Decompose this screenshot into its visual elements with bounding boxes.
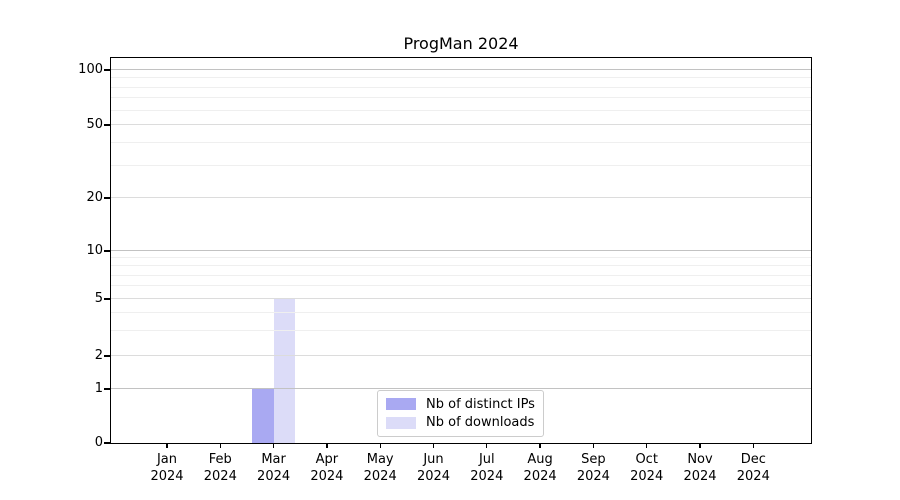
x-tick-year: 2024 xyxy=(416,469,451,484)
minor-gridline-4 xyxy=(111,311,811,313)
x-tick-year: 2024 xyxy=(523,469,557,484)
y-tick-label-50: 50 xyxy=(86,116,103,132)
major-gridline-5 xyxy=(111,298,811,300)
x-tick-month: Feb xyxy=(208,452,232,467)
x-tick-label-apr-2024: Apr 2024 xyxy=(310,451,343,485)
x-tick-month: Sep xyxy=(581,452,606,467)
x-tick-month: Oct xyxy=(635,452,658,467)
legend-swatch-distinct-ips xyxy=(386,398,416,411)
chart-title: ProgMan 2024 xyxy=(403,34,519,53)
minor-gridline-70 xyxy=(111,97,811,99)
x-tick-mark-mar xyxy=(272,443,275,448)
x-tick-year: 2024 xyxy=(150,469,184,484)
major-gridline-100 xyxy=(111,68,811,70)
x-tick-month: Jul xyxy=(478,452,495,467)
bars-layer xyxy=(111,58,811,443)
x-tick-month: Jan xyxy=(156,452,178,467)
x-tick-month: Dec xyxy=(740,452,766,467)
minor-gridline-7 xyxy=(111,274,811,276)
minor-gridline-8 xyxy=(111,265,811,267)
y-tick-mark-2 xyxy=(104,355,110,357)
x-tick-mark-dec xyxy=(752,443,754,448)
legend-item-downloads: Nb of downloads xyxy=(386,415,535,430)
x-tick-month: Apr xyxy=(315,452,339,467)
x-tick-label-jul-2024: Jul 2024 xyxy=(470,451,503,485)
y-tick-mark-100 xyxy=(104,69,110,71)
minor-gridline-60 xyxy=(111,109,811,111)
x-tick-mark-sep xyxy=(592,443,595,448)
x-tick-label-aug-2024: Aug 2024 xyxy=(524,451,557,485)
x-tick-mark-aug xyxy=(539,443,541,448)
gridlines-layer xyxy=(111,58,811,443)
x-tick-mark-oct xyxy=(646,443,648,448)
x-tick-month: Mar xyxy=(261,452,286,467)
x-tick-year: 2024 xyxy=(203,469,237,484)
y-tick-mark-0 xyxy=(104,442,110,444)
y-tick-mark-1 xyxy=(104,388,110,390)
x-tick-year: 2024 xyxy=(257,469,291,484)
x-tick-mark-jun xyxy=(432,443,435,448)
x-tick-mark-jul xyxy=(486,443,488,448)
plot-area xyxy=(111,58,811,443)
x-tick-label-may-2024: May 2024 xyxy=(364,451,397,485)
y-tick-label-5: 5 xyxy=(94,291,103,306)
major-gridline-10 xyxy=(111,249,811,251)
x-tick-label-jun-2024: Jun 2024 xyxy=(417,451,450,485)
bar-nb-of-downloads-mar-2024 xyxy=(273,299,295,443)
minor-gridline-90 xyxy=(111,77,811,79)
minor-gridline-9 xyxy=(111,257,811,259)
legend: Nb of distinct IPs Nb of downloads xyxy=(377,390,544,437)
y-tick-mark-50 xyxy=(104,124,110,126)
y-tick-label-100: 100 xyxy=(78,61,103,77)
minor-gridline-3 xyxy=(111,329,811,331)
x-tick-month: Jun xyxy=(423,452,444,467)
legend-swatch-downloads xyxy=(386,416,416,429)
minor-gridline-6 xyxy=(111,285,811,287)
x-tick-label-nov-2024: Nov 2024 xyxy=(683,451,716,485)
x-tick-label-mar-2024: Mar 2024 xyxy=(257,451,290,485)
x-tick-month: Nov xyxy=(687,452,713,467)
y-tick-mark-5 xyxy=(104,298,110,300)
x-tick-label-oct-2024: Oct 2024 xyxy=(630,451,663,485)
x-tick-mark-feb xyxy=(219,443,221,448)
minor-gridline-80 xyxy=(111,86,811,88)
bar-nb-of-distinct-ips-mar-2024 xyxy=(252,389,274,443)
x-tick-year: 2024 xyxy=(630,469,664,484)
minor-gridline-40 xyxy=(111,141,811,143)
major-gridline-50 xyxy=(111,124,811,125)
x-tick-mark-nov xyxy=(699,443,701,448)
y-tick-label-10: 10 xyxy=(86,242,103,258)
major-gridline-1 xyxy=(111,388,811,390)
legend-item-distinct-ips: Nb of distinct IPs xyxy=(386,397,535,412)
y-tick-mark-20 xyxy=(104,197,110,199)
x-tick-month: May xyxy=(366,452,394,467)
x-tick-label-sep-2024: Sep 2024 xyxy=(577,451,610,485)
x-tick-mark-may xyxy=(379,443,381,448)
x-tick-year: 2024 xyxy=(363,469,397,484)
legend-label-distinct-ips: Nb of distinct IPs xyxy=(426,396,535,412)
x-tick-year: 2024 xyxy=(310,469,344,484)
legend-label-downloads: Nb of downloads xyxy=(426,415,535,431)
major-gridline-2 xyxy=(111,355,811,356)
y-tick-label-0: 0 xyxy=(94,435,103,450)
x-tick-mark-apr xyxy=(326,443,328,448)
y-tick-label-1: 1 xyxy=(94,381,103,397)
x-tick-year: 2024 xyxy=(736,469,770,484)
x-tick-label-jan-2024: Jan 2024 xyxy=(150,451,183,485)
y-tick-label-20: 20 xyxy=(86,190,103,206)
x-tick-year: 2024 xyxy=(470,469,504,484)
x-tick-month: Aug xyxy=(527,452,553,467)
major-gridline-20 xyxy=(111,197,811,199)
minor-gridline-30 xyxy=(111,164,811,166)
x-tick-label-dec-2024: Dec 2024 xyxy=(737,451,770,485)
x-tick-year: 2024 xyxy=(683,469,717,484)
x-tick-mark-jan xyxy=(166,443,168,448)
y-tick-mark-10 xyxy=(104,250,110,252)
x-tick-label-feb-2024: Feb 2024 xyxy=(204,451,237,485)
y-tick-label-2: 2 xyxy=(94,347,103,363)
x-tick-year: 2024 xyxy=(576,469,610,484)
